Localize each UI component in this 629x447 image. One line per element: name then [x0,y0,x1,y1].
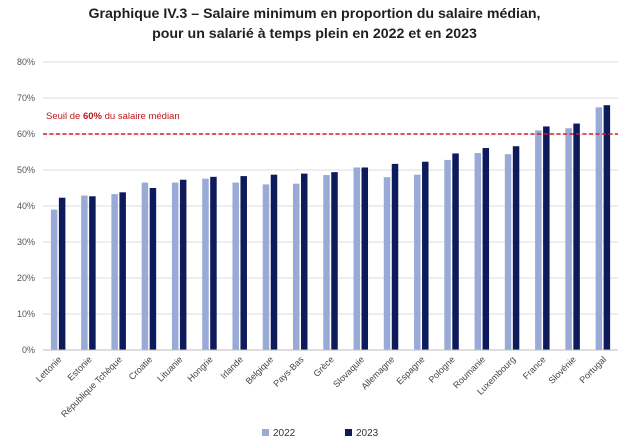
y-tick-label: 50% [17,165,35,175]
x-tick-label: Irlande [219,354,246,381]
bar [452,153,459,350]
bar [89,196,96,350]
bar [573,123,580,350]
y-tick-label: 10% [17,309,35,319]
bar [270,174,278,350]
bar [331,172,338,350]
bar [391,163,399,350]
legend-swatch [345,429,352,436]
chart-title-line-2: pour un salarié à temps plein en 2022 et… [152,26,477,42]
y-tick-label: 20% [17,273,35,283]
bar [361,167,369,350]
y-tick-label: 40% [17,201,35,211]
chart-title-line-1: Graphique IV.3 – Salaire minimum en prop… [88,6,541,22]
bar [603,105,611,350]
x-tick-label: Estonie [66,354,94,382]
x-tick-label: Espagne [395,354,427,386]
bar [149,188,157,350]
x-tick-label: Grèce [312,354,336,378]
bar [171,182,179,350]
x-tick-label: Croatie [127,354,155,382]
bar [383,177,391,350]
x-tick-label: Hongrie [185,354,214,383]
bar [504,154,512,350]
x-tick-label: Pologne [427,354,457,384]
legend-label: 2022 [273,428,296,439]
bar [58,197,66,350]
bar [422,161,429,350]
bar [414,174,421,350]
threshold-label: Seuil de 60% du salaire médian [46,111,180,122]
bar [111,194,118,350]
bar [119,192,126,350]
x-tick-label: Allemagne [359,354,396,391]
bar [565,128,572,350]
bar [50,209,58,350]
y-tick-label: 70% [17,93,35,103]
bar [474,153,482,350]
x-tick-label: France [521,354,548,381]
bar [543,126,550,350]
bar [232,182,239,350]
bar [353,167,361,350]
y-tick-label: 60% [17,129,35,139]
bar [262,184,270,350]
bar [300,173,308,350]
x-tick-label: Lettonie [34,354,64,384]
bar [202,178,209,350]
x-tick-label: Slovénie [547,354,578,385]
bar [535,130,542,350]
y-tick-label: 30% [17,237,35,247]
bar [210,176,217,350]
bar [444,159,451,350]
x-tick-label: Pays-Bas [271,354,306,389]
y-tick-label: 0% [22,345,35,355]
x-tick-label: République Tchèque [59,354,124,419]
bar [512,146,520,350]
x-tick-label: Portugal [578,354,609,385]
bar [323,175,330,350]
bar [240,176,247,350]
x-tick-label: Lituanie [155,354,184,383]
bar [179,179,187,350]
bar [81,195,88,350]
legend-swatch [262,429,269,436]
bar [141,182,149,350]
legend-label: 2023 [356,428,379,439]
bar [292,183,300,350]
y-tick-label: 80% [17,57,35,67]
bar [595,107,603,350]
bar [482,148,490,350]
